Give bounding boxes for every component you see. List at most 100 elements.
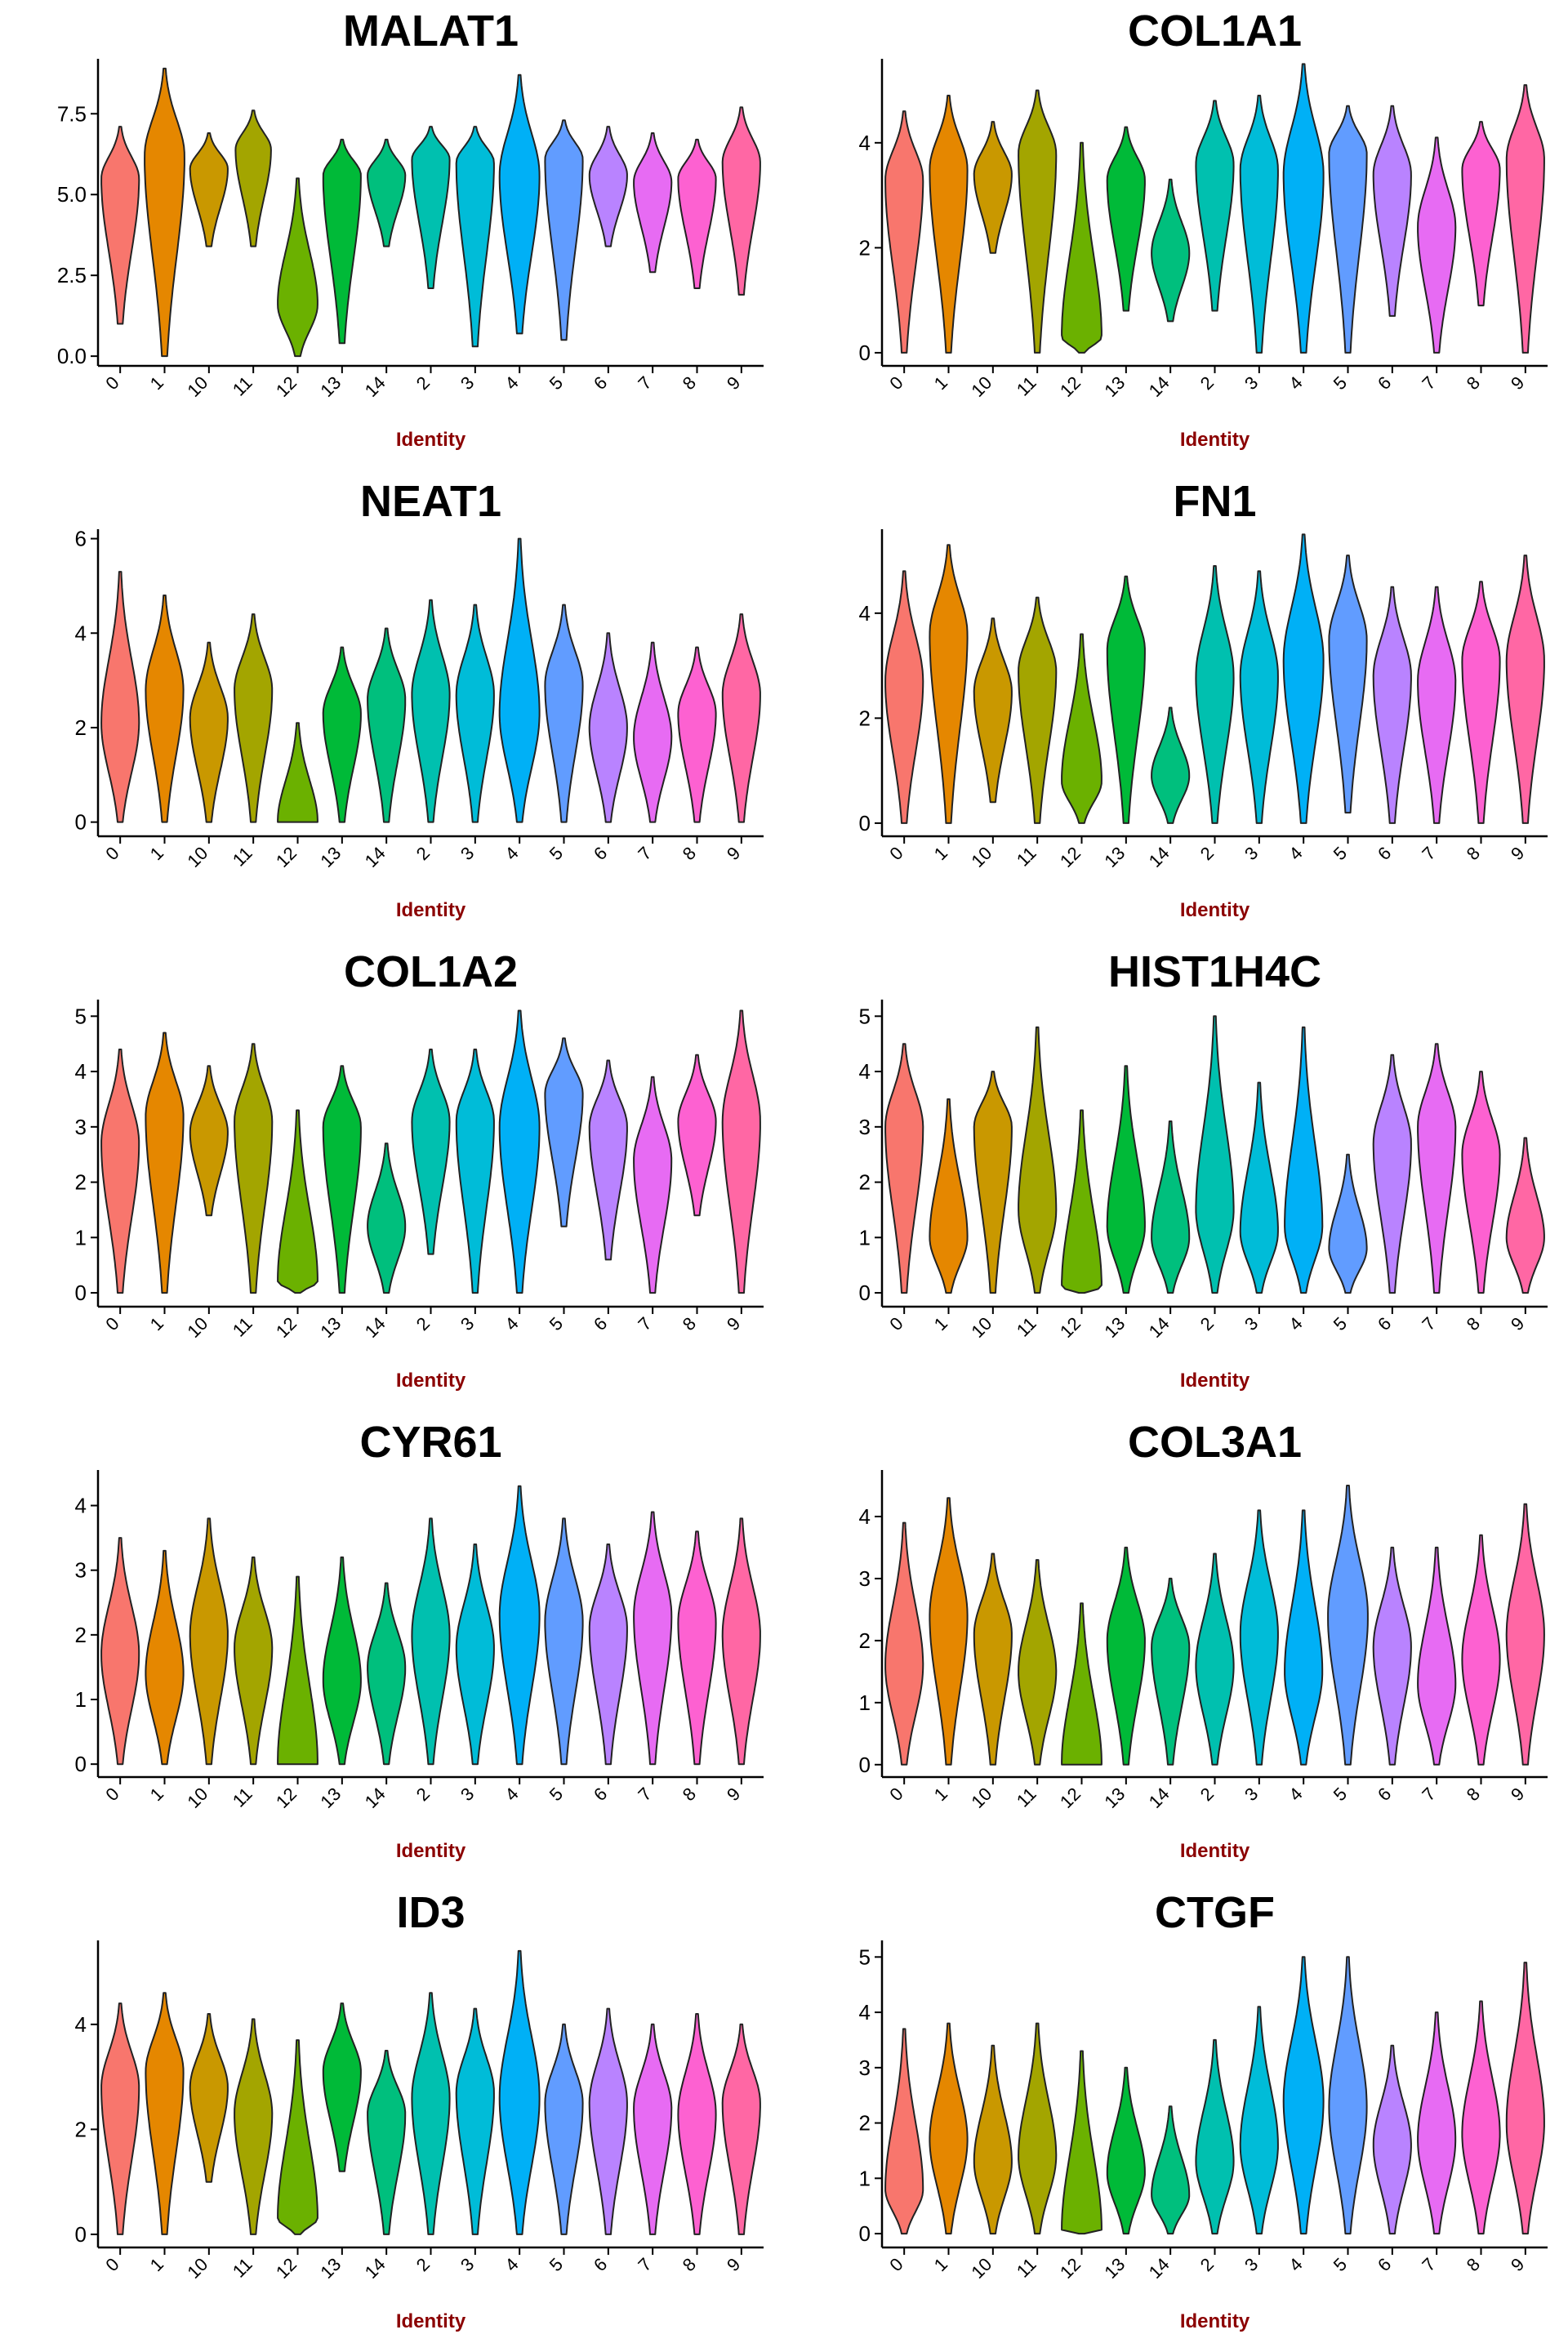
x-tick-label: 5 xyxy=(546,1784,567,1805)
violin-0 xyxy=(100,1537,140,1766)
y-tick-label: 0 xyxy=(859,341,871,365)
violin-4 xyxy=(498,1009,541,1294)
violin-5 xyxy=(544,1037,584,1227)
violin-9 xyxy=(721,106,761,296)
violin-8 xyxy=(677,2013,717,2235)
violin-2 xyxy=(1195,100,1235,312)
violin-1 xyxy=(929,544,969,824)
x-tick-label: 12 xyxy=(272,372,301,401)
violin-14 xyxy=(1151,1577,1191,1766)
x-tick-label: 7 xyxy=(634,1313,655,1334)
x-tick-label: 8 xyxy=(1463,843,1484,864)
violin-14 xyxy=(367,1582,407,1766)
violin-5 xyxy=(1327,1485,1369,1766)
x-tick-label: 2 xyxy=(1196,843,1218,864)
violin-7 xyxy=(633,1076,673,1294)
x-tick-label: 12 xyxy=(1056,372,1085,401)
x-tick-label: 8 xyxy=(1463,2254,1484,2275)
x-tick-label: 1 xyxy=(930,1313,951,1334)
violin-10 xyxy=(189,132,229,247)
y-tick-label: 2 xyxy=(859,1628,871,1653)
violin-9 xyxy=(721,1009,761,1294)
x-tick-label: 2 xyxy=(1196,372,1218,394)
violin-0 xyxy=(100,2002,140,2235)
x-tick-label: 6 xyxy=(1374,843,1395,864)
violin-8 xyxy=(677,646,717,823)
violin-2 xyxy=(411,1992,451,2235)
x-tick-label: 12 xyxy=(272,1313,301,1342)
violin-12 xyxy=(1061,633,1102,824)
x-tick-label: 9 xyxy=(723,2254,744,2275)
y-tick-label: 2 xyxy=(859,706,871,730)
y-tick-label: 0 xyxy=(859,1281,871,1305)
x-tick-label: 3 xyxy=(1241,1784,1262,1805)
violin-6 xyxy=(1372,1546,1412,1766)
x-tick-label: 13 xyxy=(316,1784,345,1812)
y-tick-label: 2 xyxy=(75,2117,87,2141)
y-tick-label: 3 xyxy=(859,1115,871,1139)
panel-title: COL1A2 xyxy=(344,947,518,996)
x-tick-label: 4 xyxy=(501,843,522,864)
y-tick-label: 1 xyxy=(75,1225,87,1250)
x-tick-label: 2 xyxy=(412,1784,434,1805)
x-tick-label: 13 xyxy=(1100,1784,1129,1812)
y-tick-label: 2.5 xyxy=(57,263,87,287)
panel-title: FN1 xyxy=(1173,477,1256,526)
x-tick-label: 6 xyxy=(1374,372,1395,394)
x-tick-label: 14 xyxy=(1145,1313,1174,1342)
violin-11 xyxy=(234,1556,274,1766)
y-tick-label: 0 xyxy=(859,1753,871,1777)
x-tick-label: 9 xyxy=(1507,843,1528,864)
violin-3 xyxy=(455,1049,495,1294)
y-tick-label: 1 xyxy=(859,2166,871,2190)
x-tick-label: 11 xyxy=(1013,372,1040,400)
violin-0 xyxy=(884,110,924,354)
x-tick-label: 3 xyxy=(457,1313,478,1334)
violin-4 xyxy=(1284,1509,1324,1766)
violin-11 xyxy=(234,109,272,247)
violin-13 xyxy=(322,138,362,345)
violin-4 xyxy=(1282,63,1325,354)
y-tick-label: 4 xyxy=(859,601,871,626)
x-tick-label: 12 xyxy=(272,2254,301,2283)
y-tick-label: 2 xyxy=(859,1170,871,1195)
violin-panel-neat1: NEAT1 0 2 4 6 0 1 10 11 12 13 14 2 3 4 5 6 7 8 9 Identity xyxy=(0,470,784,941)
violin-0 xyxy=(884,570,924,824)
x-tick-label: 9 xyxy=(1507,372,1528,394)
violin-4 xyxy=(498,74,541,335)
violin-panel-ctgf: CTGF 0 1 2 3 4 5 0 1 10 11 12 13 14 2 3 4 5 6 7 8 9 Identity xyxy=(784,1882,1568,2352)
x-tick-label: 1 xyxy=(146,1313,167,1334)
x-tick-label: 1 xyxy=(146,843,167,864)
violin-12 xyxy=(277,1109,318,1294)
x-tick-label: 11 xyxy=(229,1784,256,1811)
y-tick-label: 0 xyxy=(859,811,871,835)
x-tick-label: 10 xyxy=(967,843,996,871)
x-axis-label: Identity xyxy=(1180,899,1250,921)
x-tick-label: 4 xyxy=(1285,372,1306,394)
x-tick-label: 5 xyxy=(1330,1784,1351,1805)
x-tick-label: 11 xyxy=(229,1313,256,1341)
violin-1 xyxy=(929,2022,969,2235)
x-tick-label: 4 xyxy=(501,2254,522,2275)
y-tick-label: 5 xyxy=(75,1004,87,1028)
x-tick-label: 5 xyxy=(1330,2254,1351,2275)
violin-12 xyxy=(277,2039,318,2235)
x-tick-label: 1 xyxy=(930,2254,951,2275)
x-tick-label: 3 xyxy=(1241,2254,1262,2275)
violin-12 xyxy=(1061,2050,1102,2235)
x-tick-label: 11 xyxy=(1013,2254,1040,2282)
x-tick-label: 5 xyxy=(546,1313,567,1334)
violin-10 xyxy=(189,2013,229,2183)
x-tick-label: 0 xyxy=(101,2254,122,2275)
x-tick-label: 4 xyxy=(1285,2254,1306,2275)
violin-panel-fn1: FN1 0 2 4 0 1 10 11 12 13 14 2 3 4 5 6 7 8 9 Identity xyxy=(784,470,1568,941)
x-tick-label: 6 xyxy=(590,372,611,394)
violin-7 xyxy=(1417,586,1457,824)
x-tick-label: 8 xyxy=(679,843,700,864)
x-axis-label: Identity xyxy=(396,1840,466,1862)
violin-9 xyxy=(1505,1962,1545,2235)
violin-1 xyxy=(145,595,185,823)
violin-10 xyxy=(189,1517,229,1766)
